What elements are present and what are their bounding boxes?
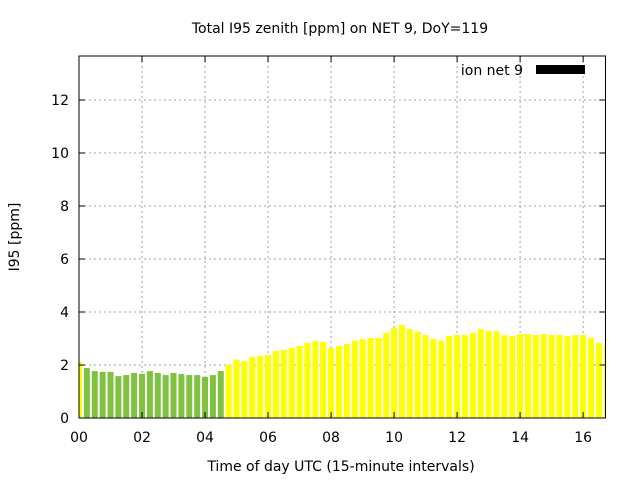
legend-label: ion net 9 bbox=[461, 63, 523, 79]
y-tick-label: 10 bbox=[51, 146, 69, 162]
bar bbox=[532, 335, 539, 418]
bar bbox=[83, 367, 90, 418]
bar bbox=[91, 371, 98, 418]
bar bbox=[280, 349, 287, 418]
x-axis-label: Time of day UTC (15-minute intervals) bbox=[206, 459, 474, 475]
bar bbox=[233, 359, 240, 418]
bar bbox=[131, 372, 138, 418]
bar bbox=[343, 344, 350, 418]
bar bbox=[359, 339, 366, 418]
y-tick-label: 12 bbox=[51, 93, 69, 109]
bar bbox=[548, 335, 555, 418]
bar bbox=[320, 341, 327, 418]
bar bbox=[477, 328, 484, 418]
bar bbox=[272, 350, 279, 418]
bar bbox=[351, 340, 358, 418]
bar bbox=[288, 348, 295, 418]
x-tick-label: 16 bbox=[574, 430, 592, 446]
bar bbox=[422, 335, 429, 418]
bar bbox=[139, 374, 146, 418]
bar bbox=[367, 337, 374, 418]
bar bbox=[146, 371, 153, 418]
bar bbox=[162, 375, 169, 418]
bar bbox=[186, 375, 193, 418]
bar bbox=[509, 336, 516, 418]
bar bbox=[493, 331, 500, 418]
bar bbox=[406, 328, 413, 418]
bar bbox=[556, 335, 563, 418]
bar bbox=[595, 343, 602, 418]
bar bbox=[170, 372, 177, 418]
bar bbox=[217, 371, 224, 418]
bar bbox=[580, 335, 587, 418]
bar bbox=[209, 375, 216, 418]
bar bbox=[257, 355, 264, 418]
bar bbox=[296, 345, 303, 418]
bar bbox=[194, 375, 201, 418]
y-tick-label: 2 bbox=[60, 358, 69, 374]
x-tick-label: 00 bbox=[70, 430, 88, 446]
plot-frame bbox=[78, 55, 606, 419]
x-tick-label: 02 bbox=[133, 430, 151, 446]
y-tick-label: 4 bbox=[60, 305, 69, 321]
x-tick-label: 12 bbox=[448, 430, 466, 446]
bar bbox=[588, 337, 595, 418]
bar bbox=[485, 331, 492, 418]
bar bbox=[398, 324, 405, 418]
bar bbox=[79, 362, 82, 418]
bar bbox=[154, 372, 161, 418]
bar bbox=[414, 331, 421, 418]
x-tick-label: 10 bbox=[385, 430, 403, 446]
bar bbox=[178, 374, 185, 418]
bar bbox=[123, 375, 130, 418]
bar bbox=[454, 335, 461, 418]
bar bbox=[446, 336, 453, 418]
x-tick-label: 06 bbox=[259, 430, 277, 446]
y-axis-label: I95 [ppm] bbox=[7, 203, 23, 272]
x-tick-label: 14 bbox=[511, 430, 529, 446]
grid bbox=[79, 56, 606, 418]
bar bbox=[115, 376, 122, 418]
bar bbox=[312, 340, 319, 418]
bar bbox=[572, 335, 579, 418]
bars bbox=[79, 324, 606, 418]
bar bbox=[328, 348, 335, 418]
bar bbox=[202, 376, 209, 418]
bar bbox=[225, 364, 232, 418]
y-tick-label: 0 bbox=[60, 411, 69, 427]
legend-swatch bbox=[536, 65, 585, 74]
bar bbox=[461, 335, 468, 418]
y-tick-label: 8 bbox=[60, 199, 69, 215]
bar bbox=[249, 357, 256, 418]
bar bbox=[540, 333, 547, 418]
bar bbox=[304, 343, 311, 418]
bar bbox=[469, 332, 476, 418]
bar bbox=[438, 340, 445, 418]
bar bbox=[383, 332, 390, 418]
chart-title: Total I95 zenith [ppm] on NET 9, DoY=119 bbox=[191, 21, 488, 37]
bar bbox=[501, 335, 508, 418]
bar bbox=[430, 339, 437, 418]
bar bbox=[524, 333, 531, 418]
bar bbox=[564, 336, 571, 418]
bar bbox=[603, 345, 606, 418]
bar bbox=[265, 354, 272, 418]
bar bbox=[99, 371, 106, 418]
x-tick-label: 08 bbox=[322, 430, 340, 446]
bar bbox=[517, 333, 524, 418]
x-tick-label: 04 bbox=[196, 430, 214, 446]
bar bbox=[107, 371, 114, 418]
bar bbox=[391, 327, 398, 418]
y-tick-label: 6 bbox=[60, 252, 69, 268]
bar bbox=[335, 345, 342, 418]
legend: ion net 9 bbox=[461, 63, 585, 79]
bar bbox=[375, 337, 382, 418]
bar bbox=[241, 361, 248, 418]
